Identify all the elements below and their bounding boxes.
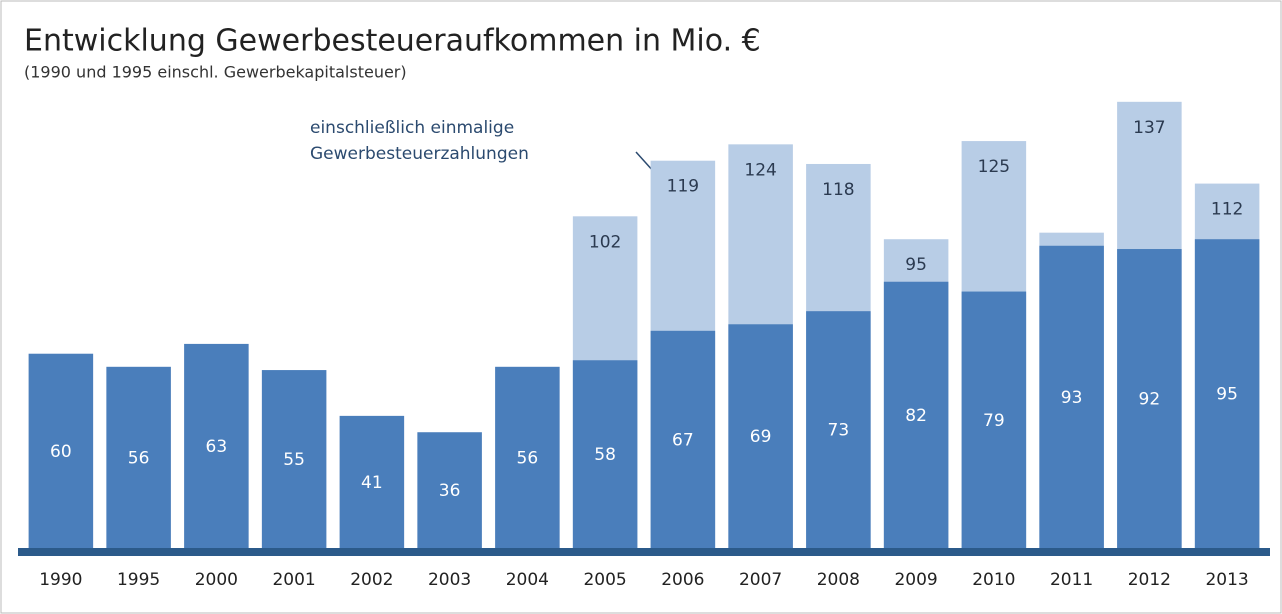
value-label: 58 <box>594 445 616 465</box>
value-label: 69 <box>750 427 772 447</box>
bar <box>495 366 560 550</box>
x-tick-label: 2012 <box>1128 570 1171 590</box>
x-tick-label: 2004 <box>506 570 549 590</box>
value-label: 124 <box>744 160 776 180</box>
value-label: 63 <box>206 437 228 457</box>
annotation: einschließlich einmalige Gewerbesteuerza… <box>310 118 529 164</box>
x-tick-label: 2001 <box>272 570 315 590</box>
x-tick-label: 2007 <box>739 570 782 590</box>
value-label: 60 <box>50 442 72 462</box>
bar <box>883 281 949 550</box>
bar <box>184 343 249 550</box>
bar <box>572 360 638 550</box>
value-label: 95 <box>905 255 927 275</box>
bar <box>806 311 871 550</box>
value-label: 119 <box>667 177 699 197</box>
x-tick-label: 2006 <box>661 570 704 590</box>
bar <box>28 353 94 550</box>
x-tick-label: 2013 <box>1205 570 1248 590</box>
value-label: 36 <box>439 481 461 501</box>
bar <box>261 370 327 550</box>
bar <box>1039 245 1104 550</box>
chart-subtitle: (1990 und 1995 einschl. Gewerbekapitalst… <box>24 63 407 82</box>
chart-title: Entwicklung Gewerbesteueraufkommen in Mi… <box>24 24 761 59</box>
value-label: 102 <box>589 232 621 252</box>
x-tick-label: 2002 <box>350 570 393 590</box>
value-label: 93 <box>1061 388 1083 408</box>
bar <box>106 366 171 550</box>
value-label: 95 <box>1216 385 1238 405</box>
value-label: 55 <box>283 450 305 470</box>
value-label: 92 <box>1139 390 1161 410</box>
x-tick-label: 1995 <box>117 570 160 590</box>
value-label: 56 <box>517 448 539 468</box>
bar <box>961 291 1027 550</box>
bar <box>339 415 405 550</box>
baseline <box>18 548 1270 556</box>
value-label: 73 <box>828 421 850 441</box>
x-tick-label: 1990 <box>39 570 82 590</box>
bar <box>417 432 482 550</box>
value-label: 112 <box>1211 200 1243 220</box>
x-tick-label: 2000 <box>195 570 238 590</box>
x-tick-label: 2008 <box>817 570 860 590</box>
value-label: 137 <box>1133 118 1165 138</box>
value-label: 67 <box>672 430 694 450</box>
bar <box>1117 249 1182 550</box>
value-label: 56 <box>128 448 150 468</box>
x-tick-label: 2010 <box>972 570 1015 590</box>
bar <box>1194 239 1260 550</box>
x-tick-label: 2011 <box>1050 570 1093 590</box>
value-label: 125 <box>978 157 1010 177</box>
value-label: 118 <box>822 180 854 200</box>
bar <box>650 330 716 550</box>
x-tick-label: 2005 <box>583 570 626 590</box>
x-tick-label: 2009 <box>894 570 937 590</box>
value-label: 82 <box>905 406 927 426</box>
x-tick-label: 2003 <box>428 570 471 590</box>
bar <box>728 324 793 550</box>
value-label: 41 <box>361 473 383 493</box>
value-label: 79 <box>983 411 1005 431</box>
